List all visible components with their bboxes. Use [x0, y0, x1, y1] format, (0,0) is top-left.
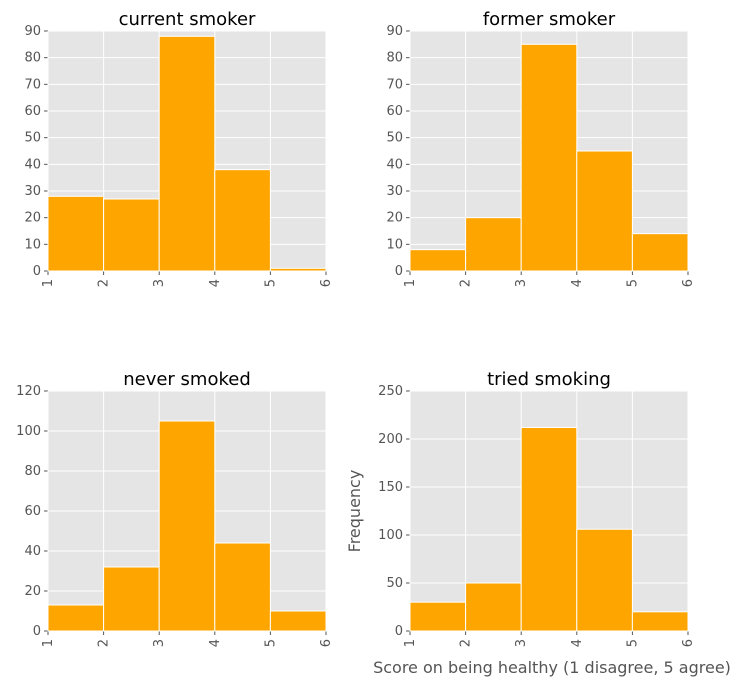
chart-title: never smoked [123, 369, 251, 390]
x-tick-label: 2 [97, 639, 112, 647]
y-tick-label: 20 [386, 211, 403, 226]
x-tick-label: 6 [681, 639, 696, 647]
x-axis-label: Score on being healthy (1 disagree, 5 ag… [373, 658, 731, 677]
y-tick-label: 30 [24, 184, 41, 199]
y-tick-label: 10 [24, 237, 41, 252]
y-tick-label: 70 [24, 77, 41, 92]
histogram-bar [465, 217, 522, 272]
x-tick-label: 1 [41, 279, 56, 287]
y-tick-label: 60 [386, 104, 403, 119]
histogram-bar [576, 150, 633, 272]
histogram-bar [409, 601, 467, 632]
histogram-bar [520, 43, 578, 272]
y-tick-label: 80 [386, 51, 403, 66]
y-tick-label: 70 [386, 77, 403, 92]
y-tick-label: 40 [24, 157, 41, 172]
histogram-bar [158, 420, 216, 632]
x-tick-label: 3 [152, 279, 167, 287]
histogram-bar [103, 566, 160, 632]
x-tick-label: 5 [263, 279, 278, 287]
y-tick-label: 100 [16, 424, 41, 439]
x-tick-label: 6 [681, 279, 696, 287]
y-tick-label: 20 [24, 584, 41, 599]
y-tick-label: 60 [24, 504, 41, 519]
histogram-bar [214, 169, 271, 272]
histogram-bar [158, 35, 216, 272]
y-axis-label: Frequency [345, 470, 364, 553]
histogram-bar [214, 542, 271, 632]
histogram-bar [269, 267, 327, 272]
y-tick-label: 40 [386, 157, 403, 172]
y-tick-label: 40 [24, 544, 41, 559]
x-tick-label: 1 [403, 639, 418, 647]
x-tick-label: 1 [403, 279, 418, 287]
y-tick-label: 90 [386, 24, 403, 39]
y-tick-label: 50 [24, 131, 41, 146]
y-tick-label: 50 [386, 131, 403, 146]
x-tick-label: 4 [208, 279, 223, 287]
x-tick-label: 2 [459, 279, 474, 287]
y-tick-label: 250 [378, 384, 403, 399]
y-tick-label: 120 [16, 384, 41, 399]
y-tick-label: 60 [24, 104, 41, 119]
histogram-bar [269, 610, 327, 632]
x-tick-label: 3 [514, 639, 529, 647]
y-tick-label: 0 [33, 264, 41, 279]
histogram-bar [103, 198, 160, 272]
histogram-bar [47, 195, 105, 272]
y-tick-label: 10 [386, 237, 403, 252]
x-tick-label: 5 [625, 279, 640, 287]
histogram-bar [465, 582, 522, 632]
histogram-bar [631, 233, 689, 272]
x-tick-label: 1 [41, 639, 56, 647]
y-tick-label: 80 [24, 464, 41, 479]
chart-title: tried smoking [487, 369, 611, 390]
x-tick-label: 4 [208, 639, 223, 647]
histogram-bar [576, 528, 633, 632]
y-tick-label: 90 [24, 24, 41, 39]
chart-title: former smoker [483, 9, 616, 30]
y-tick-label: 50 [386, 576, 403, 591]
x-tick-label: 5 [263, 639, 278, 647]
y-tick-label: 150 [378, 480, 403, 495]
x-tick-label: 4 [570, 279, 585, 287]
histogram-bar [631, 611, 689, 632]
y-tick-label: 100 [378, 528, 403, 543]
y-tick-label: 200 [378, 432, 403, 447]
x-tick-label: 2 [97, 279, 112, 287]
histogram-bar [409, 249, 467, 272]
y-tick-label: 30 [386, 184, 403, 199]
y-tick-label: 80 [24, 51, 41, 66]
y-tick-label: 0 [33, 624, 41, 639]
histogram-bar [520, 426, 578, 632]
y-tick-label: 20 [24, 211, 41, 226]
x-tick-label: 6 [319, 639, 334, 647]
x-tick-label: 4 [570, 639, 585, 647]
x-tick-label: 6 [319, 279, 334, 287]
y-tick-label: 0 [395, 264, 403, 279]
y-tick-label: 0 [395, 624, 403, 639]
chart-title: current smoker [119, 9, 256, 30]
x-tick-label: 3 [514, 279, 529, 287]
histogram-bar [47, 604, 105, 632]
x-tick-label: 3 [152, 639, 167, 647]
x-tick-label: 5 [625, 639, 640, 647]
x-tick-label: 2 [459, 639, 474, 647]
